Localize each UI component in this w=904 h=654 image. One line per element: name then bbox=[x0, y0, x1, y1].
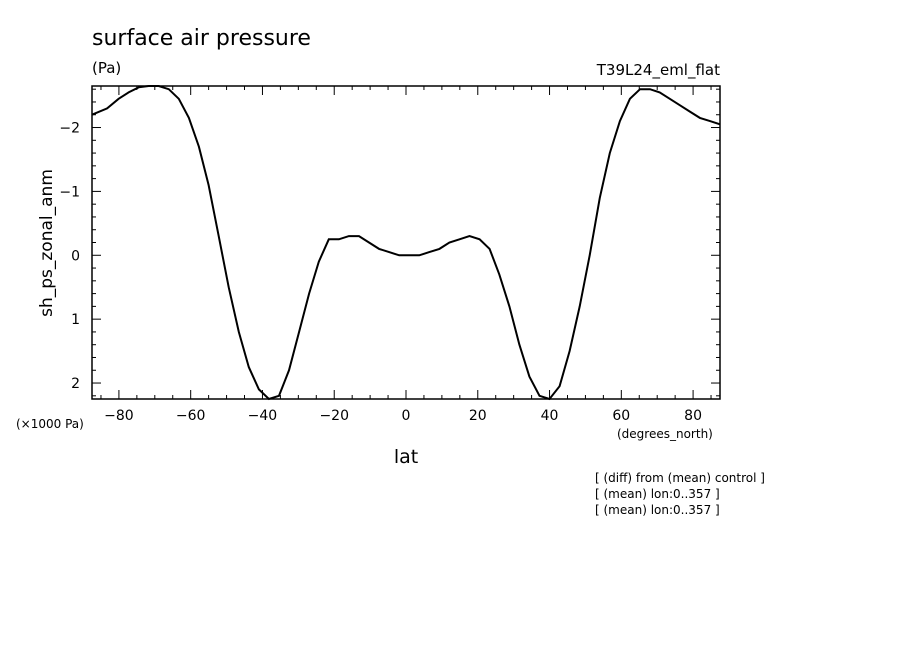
y-scale-label: (×1000 Pa) bbox=[16, 417, 84, 431]
y-tick-label: 2 bbox=[71, 376, 80, 392]
units-label: (Pa) bbox=[92, 59, 121, 77]
x-axis-label: lat bbox=[394, 446, 418, 468]
y-axis: −2 −1 0 1 2 bbox=[59, 88, 720, 397]
note-line-2: [ (mean) lon:0..357 ] bbox=[595, 487, 720, 501]
note-line-3: [ (mean) lon:0..357 ] bbox=[595, 503, 720, 517]
y-tick-label: −2 bbox=[59, 121, 80, 137]
x-tick-label: 80 bbox=[684, 408, 702, 424]
run-label: T39L24_eml_flat bbox=[596, 61, 720, 80]
x-tick-label: −20 bbox=[319, 408, 349, 424]
x-tick-label: −80 bbox=[104, 408, 134, 424]
x-tick-label: 60 bbox=[612, 408, 630, 424]
note-line-1: [ (diff) from (mean) control ] bbox=[595, 471, 765, 485]
x-tick-label: 40 bbox=[541, 408, 559, 424]
y-tick-label: 1 bbox=[71, 312, 80, 328]
y-tick-label: −1 bbox=[59, 184, 80, 200]
x-tick-label: 0 bbox=[402, 408, 411, 424]
y-tick-label: 0 bbox=[71, 248, 80, 264]
plot-frame bbox=[91, 85, 721, 400]
y-axis-label: sh_ps_zonal_anm bbox=[37, 169, 57, 317]
series-line bbox=[91, 85, 721, 401]
x-axis: −80 −60 −40 −20 0 20 40 60 80 bbox=[100, 86, 712, 424]
x-tick-label: −40 bbox=[248, 408, 278, 424]
x-tick-label: −60 bbox=[176, 408, 206, 424]
x-unit-label: (degrees_north) bbox=[617, 427, 713, 441]
chart-title: surface air pressure bbox=[92, 26, 311, 51]
x-tick-label: 20 bbox=[469, 408, 487, 424]
